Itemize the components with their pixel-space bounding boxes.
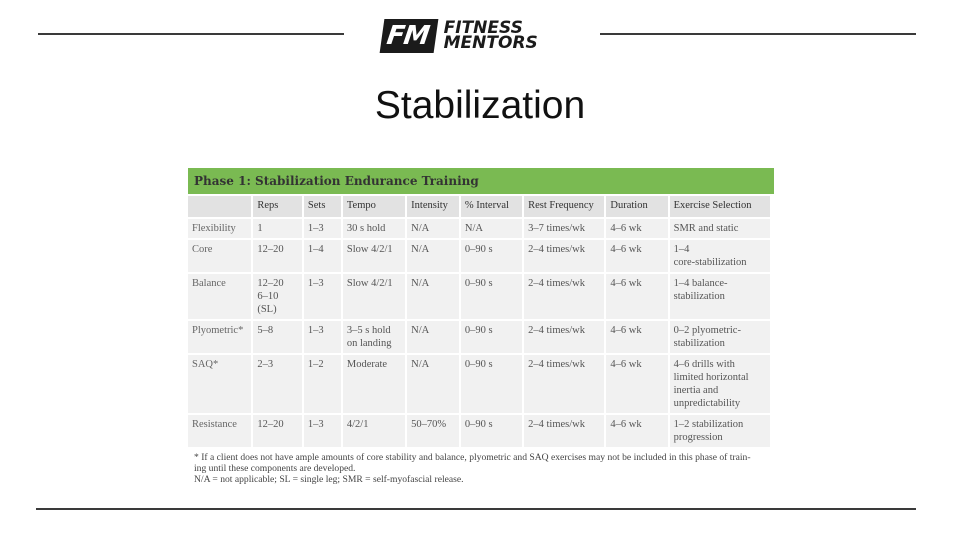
- table-body: Flexibility 1 1–3 30 s hold N/A N/A 3–7 times/…: [188, 219, 770, 447]
- logo-mark: FM: [379, 19, 439, 53]
- table-cell: N/A: [460, 219, 523, 238]
- table-cell: N/A: [407, 321, 459, 353]
- table-cell: 2–4 times/wk: [524, 240, 605, 272]
- table-cell: 4–6 wk: [606, 274, 668, 319]
- column-header: Rest Frequency: [524, 196, 605, 217]
- table-cell: 1–2: [303, 355, 341, 413]
- table-cell: 1–2 stabilization progression: [669, 415, 770, 447]
- table-heading: Phase 1: Stabilization Endurance Trainin…: [188, 168, 774, 194]
- table-cell: 4–6 wk: [606, 219, 668, 238]
- row-label: Plyometric*: [188, 321, 252, 353]
- table-cell: Moderate: [342, 355, 406, 413]
- stabilization-table-figure: Phase 1: Stabilization Endurance Trainin…: [188, 168, 774, 485]
- table-cell: 0–90 s: [460, 274, 523, 319]
- table-cell: 0–90 s: [460, 240, 523, 272]
- table-row: Flexibility 1 1–3 30 s hold N/A N/A 3–7 times/…: [188, 219, 770, 238]
- table-cell: 1–3: [303, 415, 341, 447]
- table-cell: 4–6 wk: [606, 355, 668, 413]
- table-cell: 2–4 times/wk: [524, 274, 605, 319]
- table-cell: 0–90 s: [460, 321, 523, 353]
- row-label: Resistance: [188, 415, 252, 447]
- column-header: [188, 196, 252, 217]
- table-header: Reps Sets Tempo Intensity% Interval Rest Fre…: [188, 196, 770, 217]
- table-cell: 1: [253, 219, 302, 238]
- table-row: SAQ* 2–3 1–2 Moderate N/A 0–90 s 2–4 times/wk 4…: [188, 355, 770, 413]
- table-cell: 1–4 core-stabilization: [669, 240, 770, 272]
- table-note-1: * If a client does not have ample amount…: [194, 452, 751, 463]
- table-cell: Slow 4/2/1: [342, 240, 406, 272]
- table-cell: 2–4 times/wk: [524, 415, 605, 447]
- table-cell: 12–20: [253, 240, 302, 272]
- column-header: Reps: [253, 196, 302, 217]
- slide-title: Stabilization: [374, 84, 586, 127]
- table-cell: 1–4 balance- stabilization: [669, 274, 770, 319]
- row-label: Flexibility: [188, 219, 252, 238]
- table-note-3: N/A = not applicable; SL = single leg; S…: [194, 474, 464, 485]
- logo-wordmark: FITNESS MENTORS: [443, 18, 538, 53]
- table-cell: 0–2 plyometric- stabilization: [669, 321, 770, 353]
- row-label: SAQ*: [188, 355, 252, 413]
- fitness-mentors-logo: FM FITNESS MENTORS: [379, 18, 572, 54]
- column-header: % Interval: [460, 196, 523, 217]
- table-row: Resistance 12–20 1–3 4/2/1 50–70% 0–90 s 2–4 t…: [188, 415, 770, 447]
- table-cell: 1–3: [303, 219, 341, 238]
- column-header: Sets: [303, 196, 341, 217]
- table-cell: 4–6 wk: [606, 240, 668, 272]
- footer-rule: [36, 508, 916, 510]
- column-header: Tempo: [342, 196, 406, 217]
- table-cell: N/A: [407, 355, 459, 413]
- table-notes: * If a client does not have ample amount…: [188, 452, 774, 485]
- table-cell: 4–6 drills with limited horizontal inert…: [669, 355, 770, 413]
- table-cell: 1–3: [303, 274, 341, 319]
- table-cell: 1–4: [303, 240, 341, 272]
- table-cell: 5–8: [253, 321, 302, 353]
- column-header: Duration: [606, 196, 668, 217]
- logo-word-mentors: MENTORS: [443, 33, 538, 53]
- table-cell: 12–20 6–10 (SL): [253, 274, 302, 319]
- table-note-2: ing until these components are developed…: [194, 463, 356, 474]
- table-cell: 12–20: [253, 415, 302, 447]
- row-label: Core: [188, 240, 252, 272]
- column-header: Exercise Selection: [669, 196, 770, 217]
- table-cell: N/A: [407, 219, 459, 238]
- logo-word-fitness: FITNESS: [443, 18, 523, 38]
- table-cell: 30 s hold: [342, 219, 406, 238]
- table-cell: 4–6 wk: [606, 321, 668, 353]
- table-cell: 3–5 s hold on landing: [342, 321, 406, 353]
- header-rule-left: [38, 33, 344, 35]
- table-cell: N/A: [407, 240, 459, 272]
- table-cell: Slow 4/2/1: [342, 274, 406, 319]
- table-row: Plyometric* 5–8 1–3 3–5 s hold on landing N/…: [188, 321, 770, 353]
- training-table: Reps Sets Tempo Intensity% Interval Rest Fre…: [186, 194, 772, 449]
- table-cell: 50–70%: [407, 415, 459, 447]
- table-cell: 1–3: [303, 321, 341, 353]
- table-cell: 2–4 times/wk: [524, 321, 605, 353]
- table-cell: 2–4 times/wk: [524, 355, 605, 413]
- table-row: Balance 12–20 6–10 (SL) 1–3 Slow 4/2/1 N/A 0–…: [188, 274, 770, 319]
- table-cell: 2–3: [253, 355, 302, 413]
- row-label: Balance: [188, 274, 252, 319]
- table-row: Core 12–20 1–4 Slow 4/2/1 N/A 0–90 s 2–4 times…: [188, 240, 770, 272]
- column-header: Intensity: [407, 196, 459, 217]
- table-cell: 3–7 times/wk: [524, 219, 605, 238]
- table-cell: 0–90 s: [460, 415, 523, 447]
- table-cell: 0–90 s: [460, 355, 523, 413]
- table-cell: SMR and static: [669, 219, 770, 238]
- table-cell: 4–6 wk: [606, 415, 668, 447]
- table-cell: N/A: [407, 274, 459, 319]
- table-header-row: Reps Sets Tempo Intensity% Interval Rest Fre…: [188, 196, 770, 217]
- header-rule-right: [600, 33, 916, 35]
- table-cell: 4/2/1: [342, 415, 406, 447]
